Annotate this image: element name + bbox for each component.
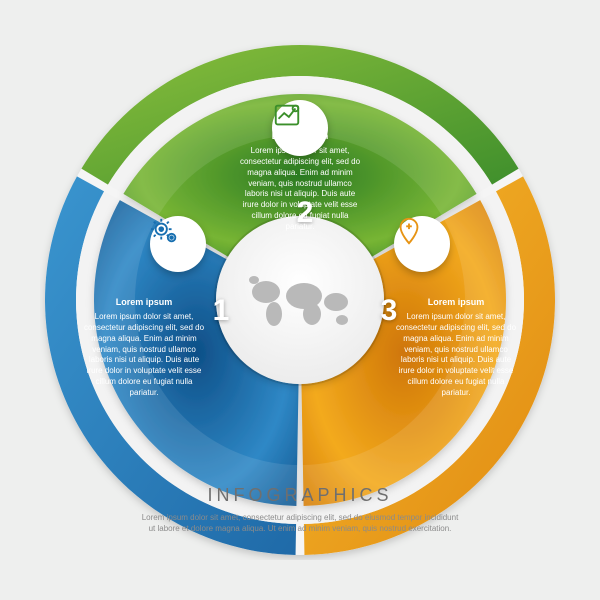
segment-1-number: 1 [206,294,236,328]
segment-1-heading: Lorem ipsum [80,296,208,308]
infographic-title: INFOGRAPHICS [40,485,560,506]
segment-2-text: Lorem ipsum Lorem ipsum dolor sit amet, … [236,130,364,233]
segment-1-icon-badge [150,216,206,272]
infographic-caption: Lorem ipsum dolor sit amet, consectetur … [140,512,460,534]
segment-1-text: Lorem ipsum Lorem ipsum dolor sit amet, … [80,296,208,399]
segment-3-body: Lorem ipsum dolor sit amet, consectetur … [392,312,520,398]
infographic-stage: 1 2 3 Lorem ipsum [40,40,560,560]
chart-icon [272,100,302,130]
segment-3-heading: Lorem ipsum [392,296,520,308]
segment-3-icon-badge [394,216,450,272]
segment-3-text: Lorem ipsum Lorem ipsum dolor sit amet, … [392,296,520,399]
segment-2-heading: Lorem ipsum [236,130,364,142]
pin-icon [394,216,424,246]
segment-2-body: Lorem ipsum dolor sit amet, consectetur … [236,146,364,232]
gears-icon [150,216,180,246]
segment-1-body: Lorem ipsum dolor sit amet, consectetur … [80,312,208,398]
